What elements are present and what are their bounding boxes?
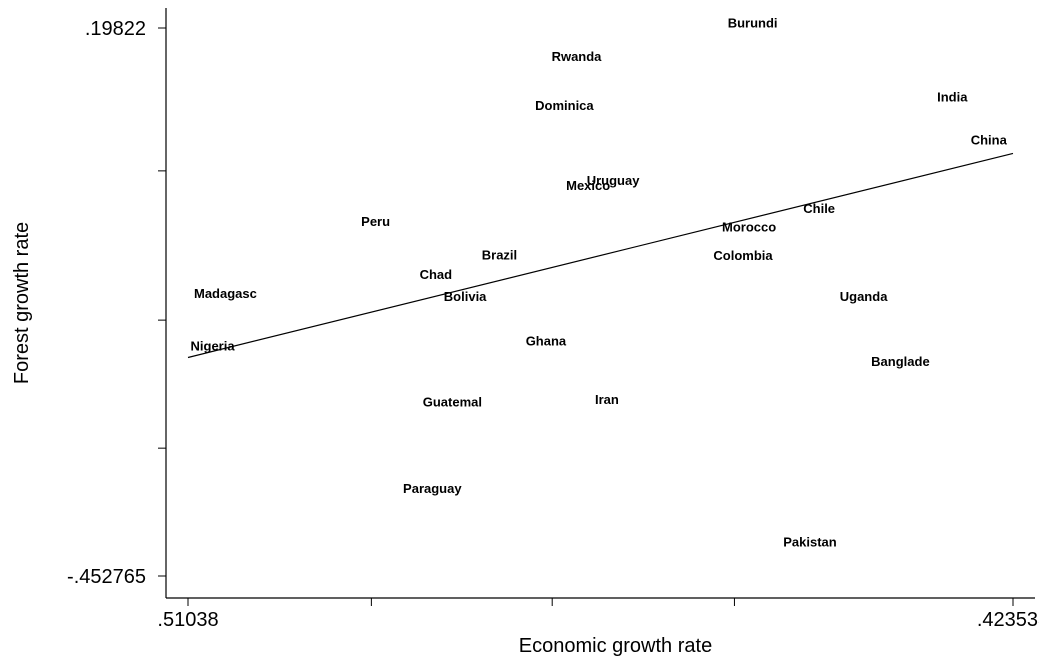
point-label: Nigeria (191, 338, 236, 353)
point-label: Mexico (566, 178, 610, 193)
point-label: Brazil (482, 247, 517, 262)
point-label: Uganda (840, 289, 888, 304)
point-label: Guatemal (423, 395, 482, 410)
y-tick-label: .19822 (85, 18, 146, 40)
point-label: Morocco (722, 220, 776, 235)
x-tick-label: .51038 (157, 609, 218, 631)
point-label: China (971, 133, 1008, 148)
point-label: Peru (361, 214, 390, 229)
fit-line (187, 152, 1014, 359)
x-axis-title: Economic growth rate (519, 635, 712, 657)
point-label: India (937, 90, 968, 105)
y-axis-title: Forest growth rate (11, 222, 33, 384)
point-label: Madagasc (194, 286, 257, 301)
point-label: Paraguay (403, 481, 462, 496)
point-label: Dominica (535, 98, 594, 113)
point-label: Chad (420, 267, 453, 282)
point-label: Pakistan (783, 535, 837, 550)
point-label: Iran (595, 392, 619, 407)
fit-line-group (187, 152, 1014, 359)
point-label: Uruguay (587, 173, 641, 188)
point-label: Colombia (713, 248, 773, 263)
axes: .51038 .423533 .19822 -.452765 (67, 8, 1039, 631)
point-label: Bolivia (444, 289, 487, 304)
point-label: Burundi (728, 15, 778, 30)
y-tick-label: -.452765 (67, 566, 146, 588)
point-label: Banglade (871, 354, 930, 369)
point-label: Ghana (526, 334, 567, 349)
point-label: Rwanda (552, 49, 603, 64)
point-label: Chile (803, 201, 835, 216)
x-tick-label: .423533 (977, 609, 1039, 631)
points-group: Burundi Rwanda Dominica India China UruguayMe… (191, 15, 1008, 549)
